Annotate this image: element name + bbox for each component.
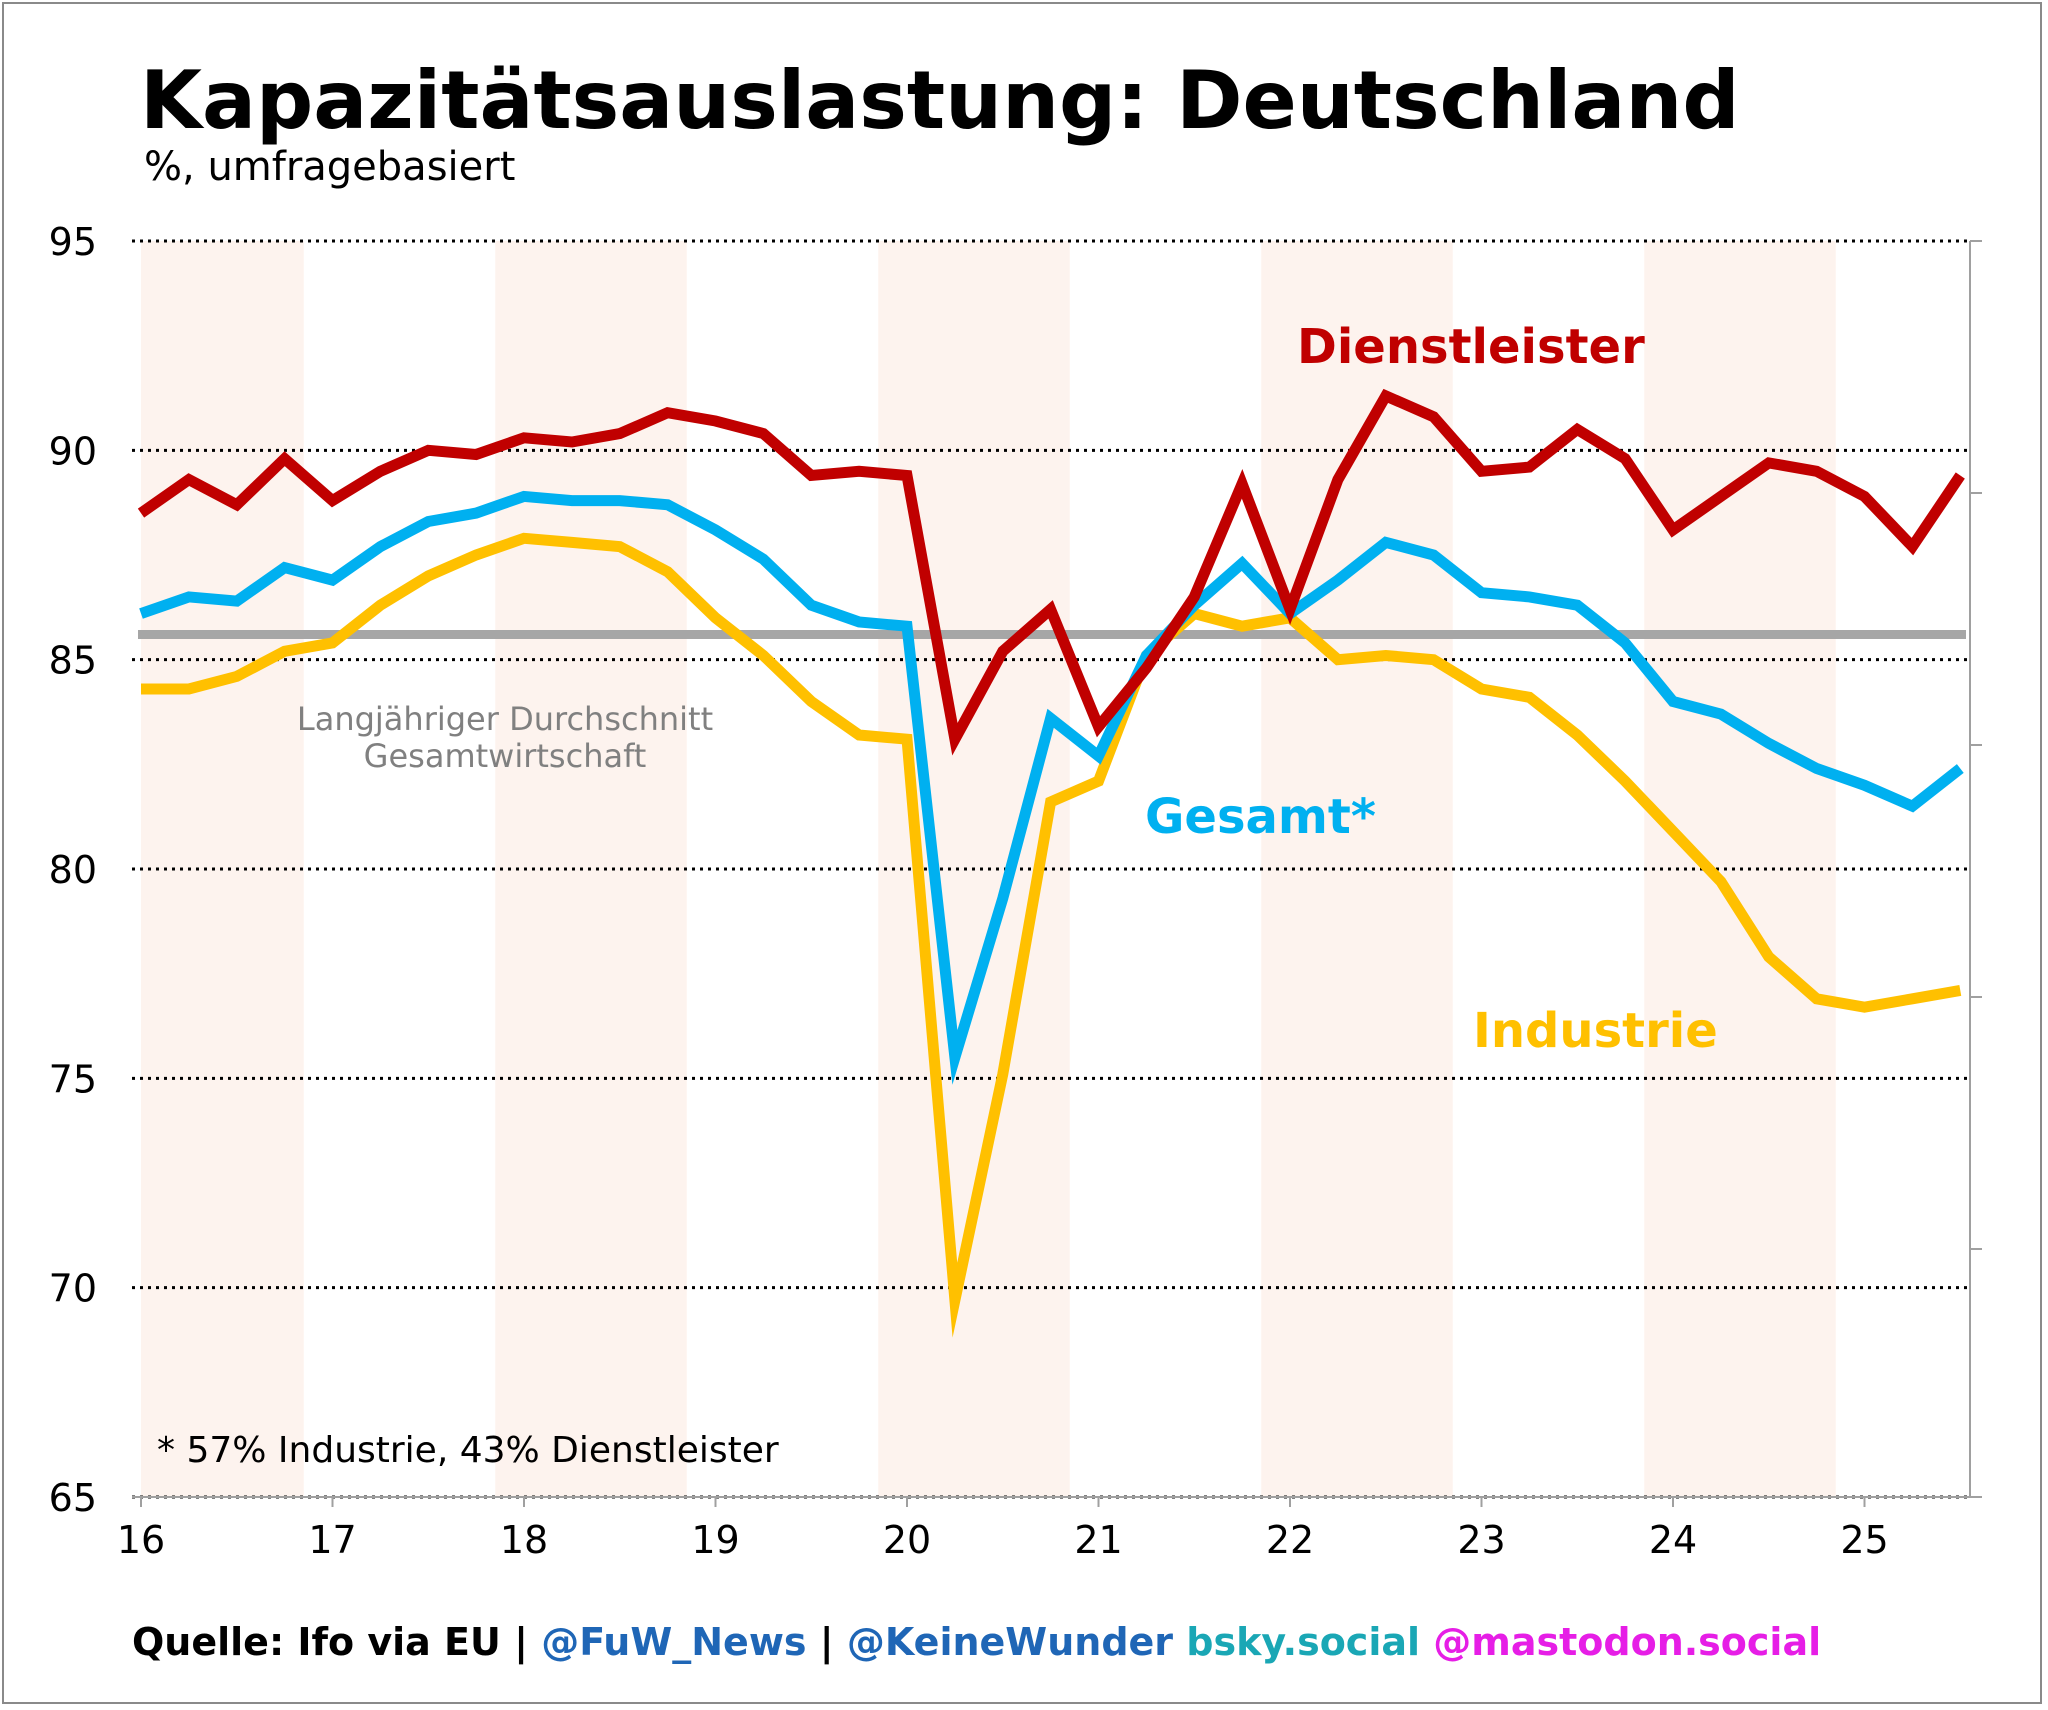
footer-separator: | bbox=[806, 1620, 847, 1664]
x-tick-label-17: 17 bbox=[308, 1518, 356, 1562]
x-tick-label-21: 21 bbox=[1074, 1518, 1122, 1562]
y-tick-label-70: 70 bbox=[49, 1267, 97, 1311]
annotation-industrie: Industrie bbox=[1473, 1003, 1718, 1059]
y-tick-label-85: 85 bbox=[49, 639, 97, 683]
annotation-gesamt: Gesamt* bbox=[1145, 789, 1376, 845]
footer-bsky[interactable]: bsky.social bbox=[1173, 1620, 1421, 1664]
footer-mastodon[interactable]: @mastodon.social bbox=[1420, 1620, 1822, 1664]
series-line-industrie bbox=[141, 532, 1962, 1338]
x-tick-label-24: 24 bbox=[1649, 1518, 1697, 1562]
footer-handle-keinewunder[interactable]: @KeineWunder bbox=[846, 1620, 1174, 1664]
x-tick-label-16: 16 bbox=[117, 1518, 165, 1562]
footnote: * 57% Industrie, 43% Dienstleister bbox=[157, 1430, 779, 1471]
chart-subtitle: %, umfragebasiert bbox=[144, 144, 516, 190]
footer-handle-fuw[interactable]: @FuW_News bbox=[541, 1620, 807, 1664]
series-lines bbox=[137, 388, 1965, 1338]
y-tick-label-65: 65 bbox=[49, 1476, 97, 1520]
x-tick-label-20: 20 bbox=[883, 1518, 931, 1562]
chart-labels: 95 90 85 80 75 70 65 16 17 18 19 20 21 22 23 24 25 Langjä… bbox=[49, 220, 1889, 1562]
x-tick-label-18: 18 bbox=[500, 1518, 548, 1562]
series-line-dienstleister bbox=[137, 388, 1965, 756]
series-line-gesamt bbox=[139, 490, 1964, 1085]
y-tick-label-95: 95 bbox=[49, 220, 97, 264]
y-tick-label-75: 75 bbox=[49, 1057, 97, 1101]
average-label-line2: Gesamtwirtschaft bbox=[364, 737, 647, 775]
chart-title: Kapazitätsauslastung: Deutschland bbox=[140, 54, 1740, 147]
y-tick-label-90: 90 bbox=[49, 429, 97, 473]
average-label-line1: Langjähriger Durchschnitt bbox=[297, 700, 713, 738]
footer-source-text: Quelle: Ifo via EU | bbox=[132, 1620, 542, 1664]
axes bbox=[132, 240, 1982, 1507]
footer-source: Quelle: Ifo via EU | @FuW_News | @KeineW… bbox=[132, 1620, 1821, 1664]
annotation-dienstleister: Dienstleister bbox=[1297, 319, 1645, 375]
y-tick-label-80: 80 bbox=[49, 848, 97, 892]
x-tick-label-22: 22 bbox=[1266, 1518, 1314, 1562]
x-tick-label-19: 19 bbox=[691, 1518, 739, 1562]
x-tick-label-25: 25 bbox=[1840, 1518, 1888, 1562]
x-tick-label-23: 23 bbox=[1457, 1518, 1505, 1562]
